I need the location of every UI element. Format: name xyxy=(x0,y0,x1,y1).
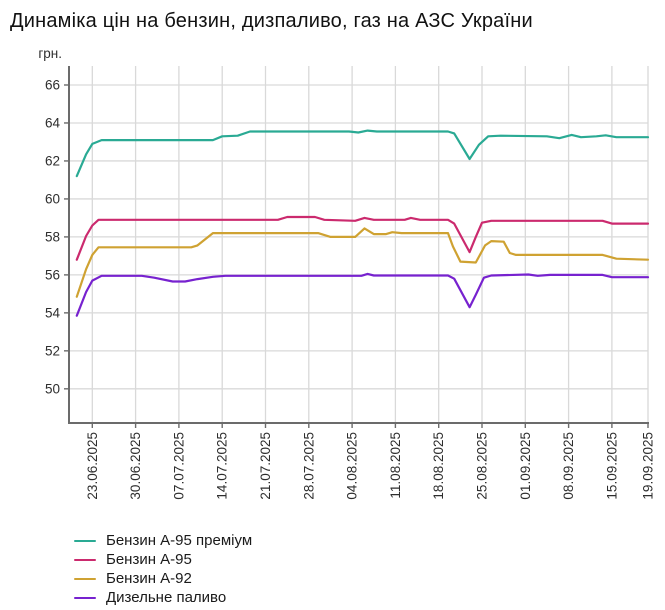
legend-label: Бензин А-92 xyxy=(106,570,192,587)
series-line xyxy=(75,272,650,317)
x-axis-date-label: 28.07.2025 xyxy=(301,432,316,500)
legend-swatch-a95-premium xyxy=(74,540,96,542)
svg-text:56: 56 xyxy=(45,267,60,282)
x-axis-date-label: 11.08.2025 xyxy=(388,432,403,499)
line-chart-canvas[interactable]: 50 52 54 56 58 60 62 64 66 грн. 23.06.2025 30.06.20… xyxy=(0,44,665,528)
series-line xyxy=(75,215,650,261)
legend-item-a95: Бензин А-95 xyxy=(74,551,252,569)
x-axis-date-label: 18.08.2025 xyxy=(431,432,446,500)
series-line xyxy=(75,129,650,178)
svg-text:60: 60 xyxy=(45,191,60,206)
legend-item-a95-premium: Бензин А-95 преміум xyxy=(74,532,252,550)
x-axis-date-label: 21.07.2025 xyxy=(258,432,273,500)
svg-text:66: 66 xyxy=(45,77,60,92)
price-chart[interactable]: 50 52 54 56 58 60 62 64 66 грн. 23.06.2025 30.06.20… xyxy=(0,44,665,528)
svg-text:58: 58 xyxy=(45,229,60,244)
svg-text:62: 62 xyxy=(45,153,60,168)
y-axis-unit-label: грн. xyxy=(38,46,62,61)
x-axis-date-label: 23.06.2025 xyxy=(85,432,100,500)
x-axis-date-label: 19.09.2025 xyxy=(641,432,656,500)
svg-text:54: 54 xyxy=(45,305,61,320)
x-axis-date-label: 04.08.2025 xyxy=(345,432,360,500)
svg-text:64: 64 xyxy=(45,115,61,130)
svg-text:52: 52 xyxy=(45,343,60,358)
x-axis-date-label: 14.07.2025 xyxy=(215,432,230,500)
legend-swatch-a92 xyxy=(74,578,96,580)
x-axis-date-label: 01.09.2025 xyxy=(518,432,533,500)
series-line xyxy=(75,227,650,298)
page-title: Динаміка цін на бензин, дизпаливо, газ н… xyxy=(10,10,533,32)
x-axis-date-label: 30.06.2025 xyxy=(128,432,143,500)
x-axis-date-label: 15.09.2025 xyxy=(604,432,619,500)
chart-legend: Бензин А-95 преміум Бензин А-95 Бензин А… xyxy=(74,532,252,607)
legend-swatch-diesel xyxy=(74,597,96,599)
svg-text:50: 50 xyxy=(45,381,60,396)
legend-label: Бензин А-95 xyxy=(106,551,192,568)
legend-item-diesel: Дизельне паливо xyxy=(74,589,252,607)
legend-label: Дизельне паливо xyxy=(106,589,227,606)
x-axis-date-label: 25.08.2025 xyxy=(475,432,490,500)
legend-item-a92: Бензин А-92 xyxy=(74,570,252,588)
x-axis-date-label: 08.09.2025 xyxy=(561,432,576,500)
legend-swatch-a95 xyxy=(74,559,96,561)
x-axis-date-label: 07.07.2025 xyxy=(171,432,186,500)
legend-label: Бензин А-95 преміум xyxy=(106,532,253,549)
